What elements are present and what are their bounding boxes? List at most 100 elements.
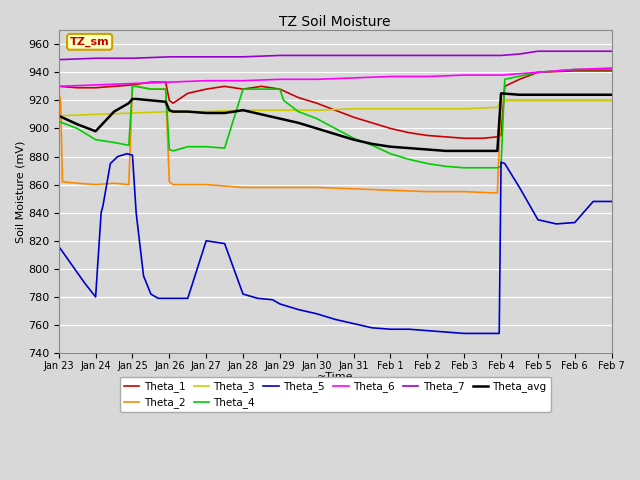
Theta_1 <box>442 134 450 140</box>
Theta_4 <box>132 84 140 89</box>
Theta_4 <box>350 135 358 141</box>
Theta_1 <box>276 86 284 92</box>
Theta_avg <box>424 146 431 152</box>
Line: Theta_4: Theta_4 <box>59 70 612 168</box>
Theta_5 <box>460 331 468 336</box>
Theta_2 <box>501 97 509 103</box>
Theta_4 <box>166 146 173 152</box>
Theta_avg <box>169 108 177 114</box>
Theta_3 <box>276 108 284 113</box>
Theta_7 <box>202 54 210 60</box>
Theta_5 <box>254 296 262 301</box>
Theta_1 <box>405 130 413 135</box>
Theta_4 <box>202 144 210 150</box>
Theta_4 <box>184 144 191 150</box>
Theta_4 <box>534 70 541 75</box>
Theta_6 <box>129 81 136 86</box>
Theta_7 <box>92 55 99 61</box>
Theta_1 <box>501 84 509 89</box>
Theta_5 <box>501 161 509 167</box>
Theta_6 <box>313 76 321 82</box>
Theta_1 <box>479 135 486 141</box>
Theta_avg <box>608 92 616 97</box>
Theta_3 <box>387 106 394 112</box>
Theta_5 <box>332 316 339 322</box>
Theta_1 <box>129 82 136 88</box>
Theta_2 <box>493 190 501 196</box>
Theta_2 <box>571 97 579 103</box>
Theta_1 <box>184 90 191 96</box>
Theta_2 <box>57 97 65 103</box>
Theta_6 <box>276 76 284 82</box>
Theta_7 <box>424 52 431 58</box>
Theta_1 <box>239 86 247 92</box>
Theta_6 <box>571 67 579 72</box>
Theta_4 <box>92 137 99 143</box>
Theta_5 <box>534 217 541 223</box>
Theta_4 <box>608 67 616 72</box>
Theta_4 <box>239 86 247 92</box>
Theta_avg <box>125 100 132 106</box>
Theta_4 <box>368 143 376 148</box>
Theta_avg <box>460 148 468 154</box>
Theta_3 <box>313 108 321 113</box>
Theta_6 <box>460 72 468 78</box>
Theta_5 <box>184 296 191 301</box>
Theta_2 <box>132 84 140 89</box>
Theta_5 <box>97 210 105 216</box>
Theta_1 <box>350 114 358 120</box>
Theta_5 <box>55 243 63 249</box>
Theta_7 <box>276 52 284 58</box>
Theta_6 <box>424 73 431 79</box>
Theta_2 <box>460 189 468 194</box>
Theta_7 <box>313 52 321 58</box>
Theta_5 <box>147 291 155 297</box>
Theta_2 <box>147 86 155 92</box>
Theta_2 <box>313 184 321 190</box>
Theta_4 <box>501 76 509 82</box>
Theta_avg <box>92 128 99 134</box>
Theta_1 <box>92 85 99 91</box>
Theta_4 <box>169 148 177 154</box>
Theta_4 <box>125 143 132 148</box>
Theta_avg <box>368 141 376 147</box>
Theta_avg <box>129 96 136 102</box>
Text: TZ_sm: TZ_sm <box>70 36 109 47</box>
Theta_1 <box>221 84 228 89</box>
Theta_avg <box>110 108 118 114</box>
Theta_2 <box>125 182 132 188</box>
Theta_3 <box>608 97 616 103</box>
Theta_5 <box>497 159 505 165</box>
Theta_5 <box>313 311 321 317</box>
Theta_avg <box>350 137 358 143</box>
Theta_avg <box>221 110 228 116</box>
Theta_5 <box>239 291 247 297</box>
Theta_5 <box>269 297 276 302</box>
Line: Theta_avg: Theta_avg <box>59 93 612 151</box>
Theta_avg <box>516 92 524 97</box>
Theta_avg <box>387 144 394 150</box>
Theta_1 <box>497 132 505 138</box>
Theta_3 <box>493 105 501 110</box>
Theta_avg <box>405 145 413 151</box>
Title: TZ Soil Moisture: TZ Soil Moisture <box>280 15 391 29</box>
Theta_1 <box>74 85 81 91</box>
Theta_3 <box>497 97 505 103</box>
Theta_7 <box>55 57 63 62</box>
Theta_2 <box>110 180 118 186</box>
Theta_2 <box>129 84 136 89</box>
Line: Theta_2: Theta_2 <box>59 86 612 193</box>
Theta_avg <box>258 111 266 117</box>
Theta_4 <box>280 97 287 103</box>
Theta_5 <box>442 329 450 335</box>
Theta_7 <box>534 48 541 54</box>
Theta_1 <box>387 126 394 132</box>
Theta_5 <box>166 296 173 301</box>
Theta_1 <box>313 100 321 106</box>
Theta_1 <box>493 134 501 140</box>
Theta_4 <box>571 67 579 72</box>
Theta_2 <box>534 97 541 103</box>
Theta_3 <box>239 108 247 113</box>
Theta_avg <box>294 120 302 126</box>
Theta_6 <box>608 65 616 71</box>
